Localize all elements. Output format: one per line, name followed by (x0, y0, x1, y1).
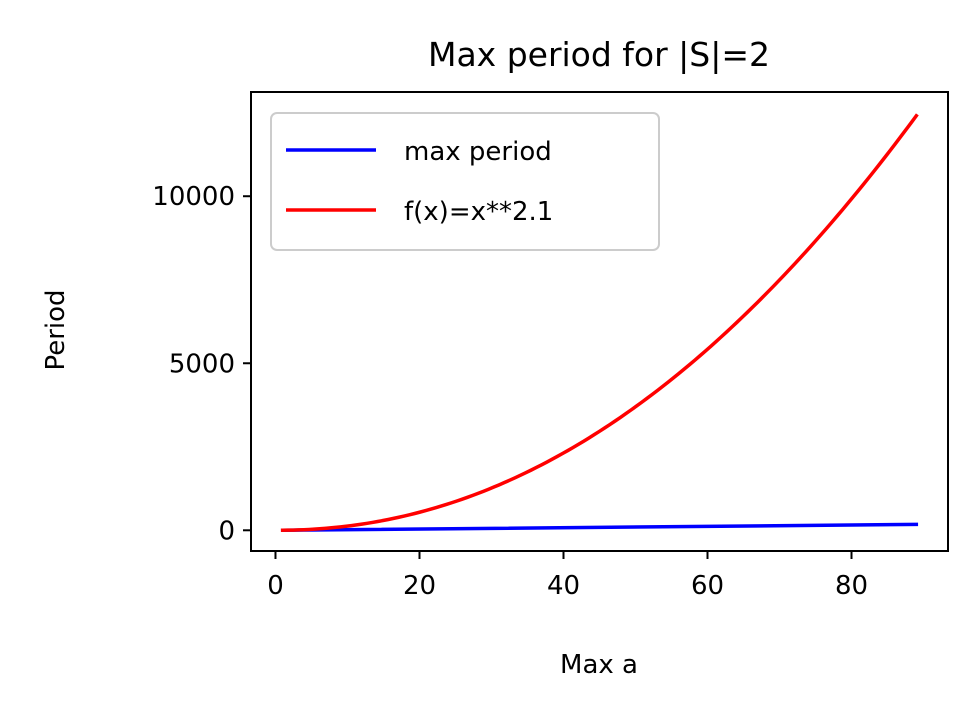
legend-box (270, 112, 660, 251)
y-tick-label: 10000 (152, 182, 235, 212)
x-tick-label: 60 (691, 571, 724, 601)
series-line-power-function (280, 113, 919, 533)
y-axis-label: Period (41, 289, 71, 370)
x-tick-label: 40 (547, 571, 580, 601)
plot-frame (250, 91, 949, 552)
y-tick-label: 0 (218, 516, 235, 546)
chart-title: Max period for |S|=2 (428, 35, 770, 74)
legend-label-max-period: max period (404, 137, 552, 167)
y-axis-ticks: 0 5000 10000 (152, 182, 251, 546)
x-axis-label: Max a (560, 650, 638, 680)
y-tick-label: 5000 (169, 349, 235, 379)
x-tick-label: 20 (403, 571, 436, 601)
x-tick-label: 80 (835, 571, 868, 601)
series-line-max-period (280, 522, 919, 533)
series-layer (280, 113, 919, 533)
x-axis-ticks: 0 20 40 60 80 (267, 551, 868, 601)
legend-label-power-function: f(x)=x**2.1 (404, 197, 553, 227)
x-tick-label: 0 (267, 571, 284, 601)
legend: max period f(x)=x**2.1 (270, 112, 660, 251)
